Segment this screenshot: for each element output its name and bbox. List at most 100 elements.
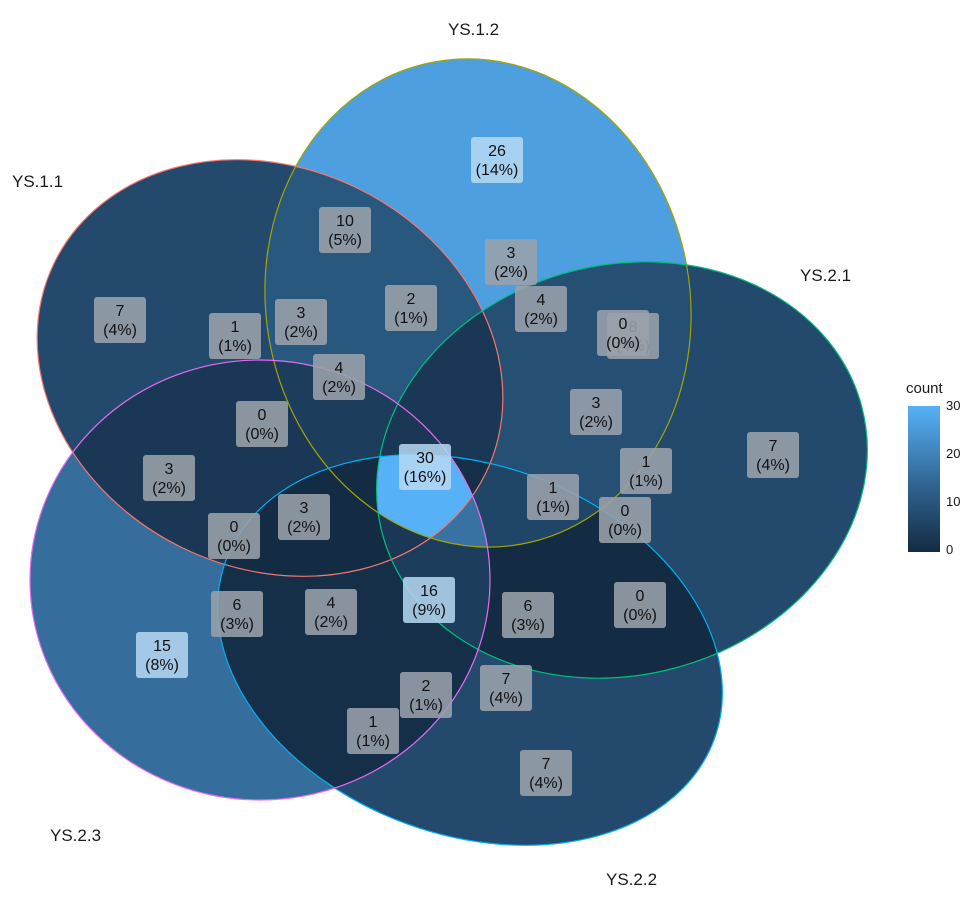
set-label-ys-2-2: YS.2.2 — [606, 870, 658, 889]
region-count: 10 — [336, 213, 354, 230]
legend-tick-label: 10 — [946, 494, 961, 509]
region-percent: (1%) — [356, 733, 390, 750]
region-count: 7 — [542, 756, 551, 773]
region-count: 3 — [297, 305, 306, 322]
region-label: 1 (1%) — [527, 474, 579, 520]
region-percent: (2%) — [287, 519, 321, 536]
region-label: 1 (1%) — [347, 708, 399, 754]
region-label-box — [485, 239, 537, 285]
set-label-ys-1-1: YS.1.1 — [12, 172, 64, 191]
region-count: 3 — [507, 245, 516, 262]
region-count: 6 — [233, 597, 242, 614]
region-label: 4 (2%) — [305, 589, 357, 635]
region-count: 0 — [230, 519, 239, 536]
region-label-box — [211, 591, 263, 637]
set-outline-ys-2-3 — [29, 359, 491, 801]
region-label: 6 (3%) — [502, 592, 554, 638]
region-percent: (1%) — [218, 338, 252, 355]
region-label: 7 (4%) — [94, 297, 146, 343]
region-label: 10 (5%) — [319, 207, 371, 253]
region-label-box — [313, 354, 365, 400]
region-label: 7 (4%) — [520, 750, 572, 796]
region-count: 6 — [524, 598, 533, 615]
region-label-box — [620, 448, 672, 494]
region-percent: (1%) — [409, 697, 443, 714]
region-count: 7 — [502, 671, 511, 688]
region-label-box — [94, 297, 146, 343]
set-label-ys-1-2: YS.1.2 — [448, 20, 500, 39]
region-label: 0 (0%) — [614, 582, 666, 628]
region-label: 3 (2%) — [278, 494, 330, 540]
region-percent: (4%) — [103, 322, 137, 339]
region-count: 0 — [621, 503, 630, 520]
region-percent: (2%) — [494, 264, 528, 281]
region-count: 7 — [116, 303, 125, 320]
region-count: 26 — [488, 143, 506, 160]
region-label-box — [143, 455, 195, 501]
region-percent: (2%) — [314, 614, 348, 631]
region-label: 1 (1%) — [209, 313, 261, 359]
region-count: 1 — [369, 714, 378, 731]
region-count: 30 — [416, 450, 434, 467]
legend-tick-label: 0 — [946, 542, 954, 557]
color-legend: count 30 20 10 0 — [904, 380, 964, 560]
region-percent: (0%) — [245, 426, 279, 443]
region-label-box — [614, 582, 666, 628]
region-count: 1 — [642, 454, 651, 471]
region-label: 2 (1%) — [400, 672, 452, 718]
region-percent: (2%) — [322, 379, 356, 396]
region-count: 16 — [420, 583, 438, 600]
region-label: 26 (14%) — [471, 137, 523, 183]
region-percent: (14%) — [476, 162, 519, 179]
region-label-box — [480, 665, 532, 711]
region-label: 0 (0%) — [236, 401, 288, 447]
region-percent: (3%) — [511, 617, 545, 634]
region-label-box — [399, 444, 451, 490]
region-label: 3 (2%) — [570, 389, 622, 435]
region-count: 3 — [300, 500, 309, 517]
region-percent: (4%) — [529, 775, 563, 792]
region-label-box — [385, 285, 437, 331]
region-label-box — [275, 299, 327, 345]
region-count: 3 — [165, 461, 174, 478]
region-label: 7 (4%) — [747, 432, 799, 478]
region-count: 0 — [619, 316, 628, 333]
set-label-ys-2-1: YS.2.1 — [800, 266, 852, 285]
region-label-box — [400, 672, 452, 718]
region-count: 1 — [549, 480, 558, 497]
region-label: 3 (2%) — [143, 455, 195, 501]
region-count: 4 — [327, 595, 336, 612]
region-percent: (0%) — [217, 538, 251, 555]
region-count-labels: 7(4%)26(14%)7(4%)7(4%)15(8%)10(5%)8(4%)0… — [94, 137, 799, 796]
region-label: 0 (0%) — [208, 513, 260, 559]
region-percent: (1%) — [394, 310, 428, 327]
set-label-ys-2-3: YS.2.3 — [50, 826, 102, 845]
region-label-box — [520, 750, 572, 796]
region-label-box — [747, 432, 799, 478]
region-label-box — [305, 589, 357, 635]
region-label-box — [208, 513, 260, 559]
legend-color-bar — [908, 406, 940, 552]
region-percent: (5%) — [328, 232, 362, 249]
region-count: 4 — [537, 292, 546, 309]
region-label-box — [136, 632, 188, 678]
region-label-box — [278, 494, 330, 540]
region-count: 2 — [422, 678, 431, 695]
region-label-box — [403, 577, 455, 623]
region-label: 30 (16%) — [399, 444, 451, 490]
region-percent: (4%) — [756, 457, 790, 474]
region-label: 3 (2%) — [485, 239, 537, 285]
region-label-box — [319, 207, 371, 253]
region-label-box — [502, 592, 554, 638]
region-label-box — [570, 389, 622, 435]
region-label: 4 (2%) — [515, 286, 567, 332]
legend-title: count — [906, 380, 943, 397]
region-label-box — [599, 497, 651, 543]
region-percent: (0%) — [608, 522, 642, 539]
region-label: 16 (9%) — [403, 577, 455, 623]
region-count: 3 — [592, 395, 601, 412]
region-count: 0 — [636, 588, 645, 605]
legend-tick-label: 20 — [946, 446, 961, 461]
